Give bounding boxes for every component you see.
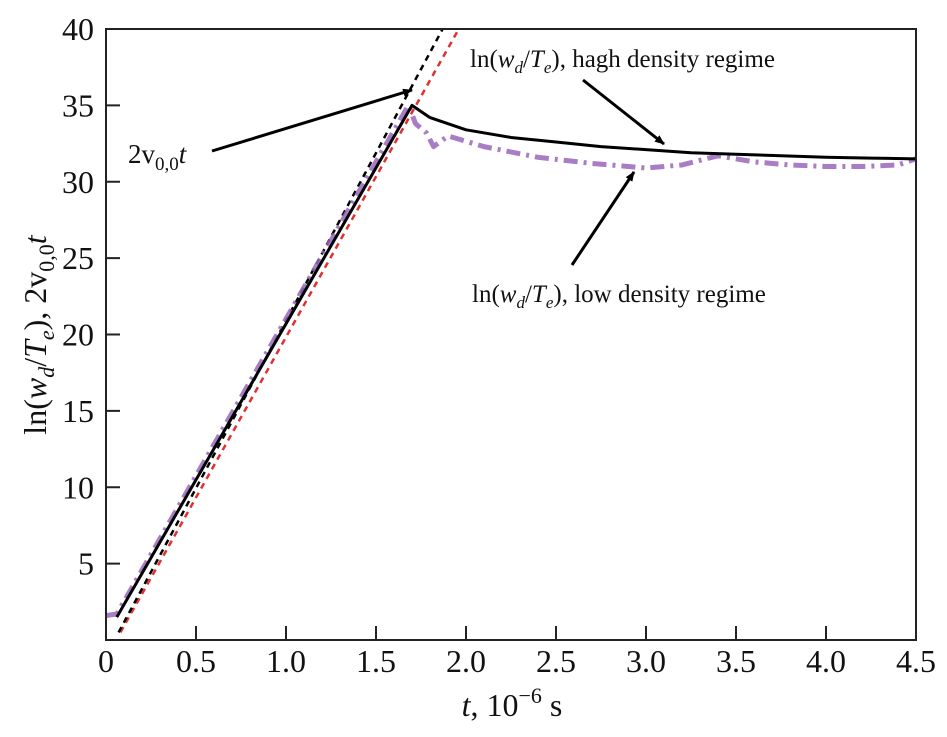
arrow-2v00t	[211, 88, 413, 153]
x-axis-label: t, 10−6 s	[462, 683, 563, 723]
x-tick-label: 3.5	[716, 643, 756, 679]
plot-frame	[105, 28, 917, 641]
series-line-3	[119, 28, 460, 633]
x-tick-label: 2.0	[446, 643, 486, 679]
annotation-2v00t: 2v0,0t	[128, 139, 188, 175]
series-line-0	[115, 103, 917, 618]
y-tick-label: 15	[62, 393, 94, 429]
x-tick-label: 2.5	[536, 643, 576, 679]
arrow-low-density	[570, 171, 636, 266]
x-tick-label: 3.0	[626, 643, 666, 679]
y-tick-label: 40	[62, 11, 94, 47]
x-tick-label: 4.0	[806, 643, 846, 679]
y-axis-label: ln(wd/Te), 2v0,0t	[17, 234, 59, 435]
annotation-high-density: ln(wd/Te), hagh density regime	[470, 46, 775, 77]
plot-marks	[105, 28, 917, 633]
y-tick-label: 20	[62, 317, 94, 353]
arrow-high-density	[582, 78, 665, 146]
y-tick-label: 35	[62, 87, 94, 123]
x-tick-label: 4.5	[896, 643, 936, 679]
y-tick-label: 10	[62, 469, 94, 505]
y-tick-label: 5	[78, 546, 94, 582]
annotation-low-density: ln(wd/Te), low density regime	[472, 281, 766, 312]
y-tick-label: 30	[62, 164, 94, 200]
x-tick-label: 0	[98, 643, 114, 679]
x-tick-label: 1.5	[356, 643, 396, 679]
x-tick-label: 0.5	[176, 643, 216, 679]
y-tick-label: 25	[62, 240, 94, 276]
axis-ticks: 0 0.5 1.0 1.5 2.0 2.5 3.0 3.5 4.0 4.5 5 10 15 20 25 30 3…	[62, 11, 936, 679]
series-line-1	[105, 102, 917, 619]
x-tick-label: 1.0	[266, 643, 306, 679]
